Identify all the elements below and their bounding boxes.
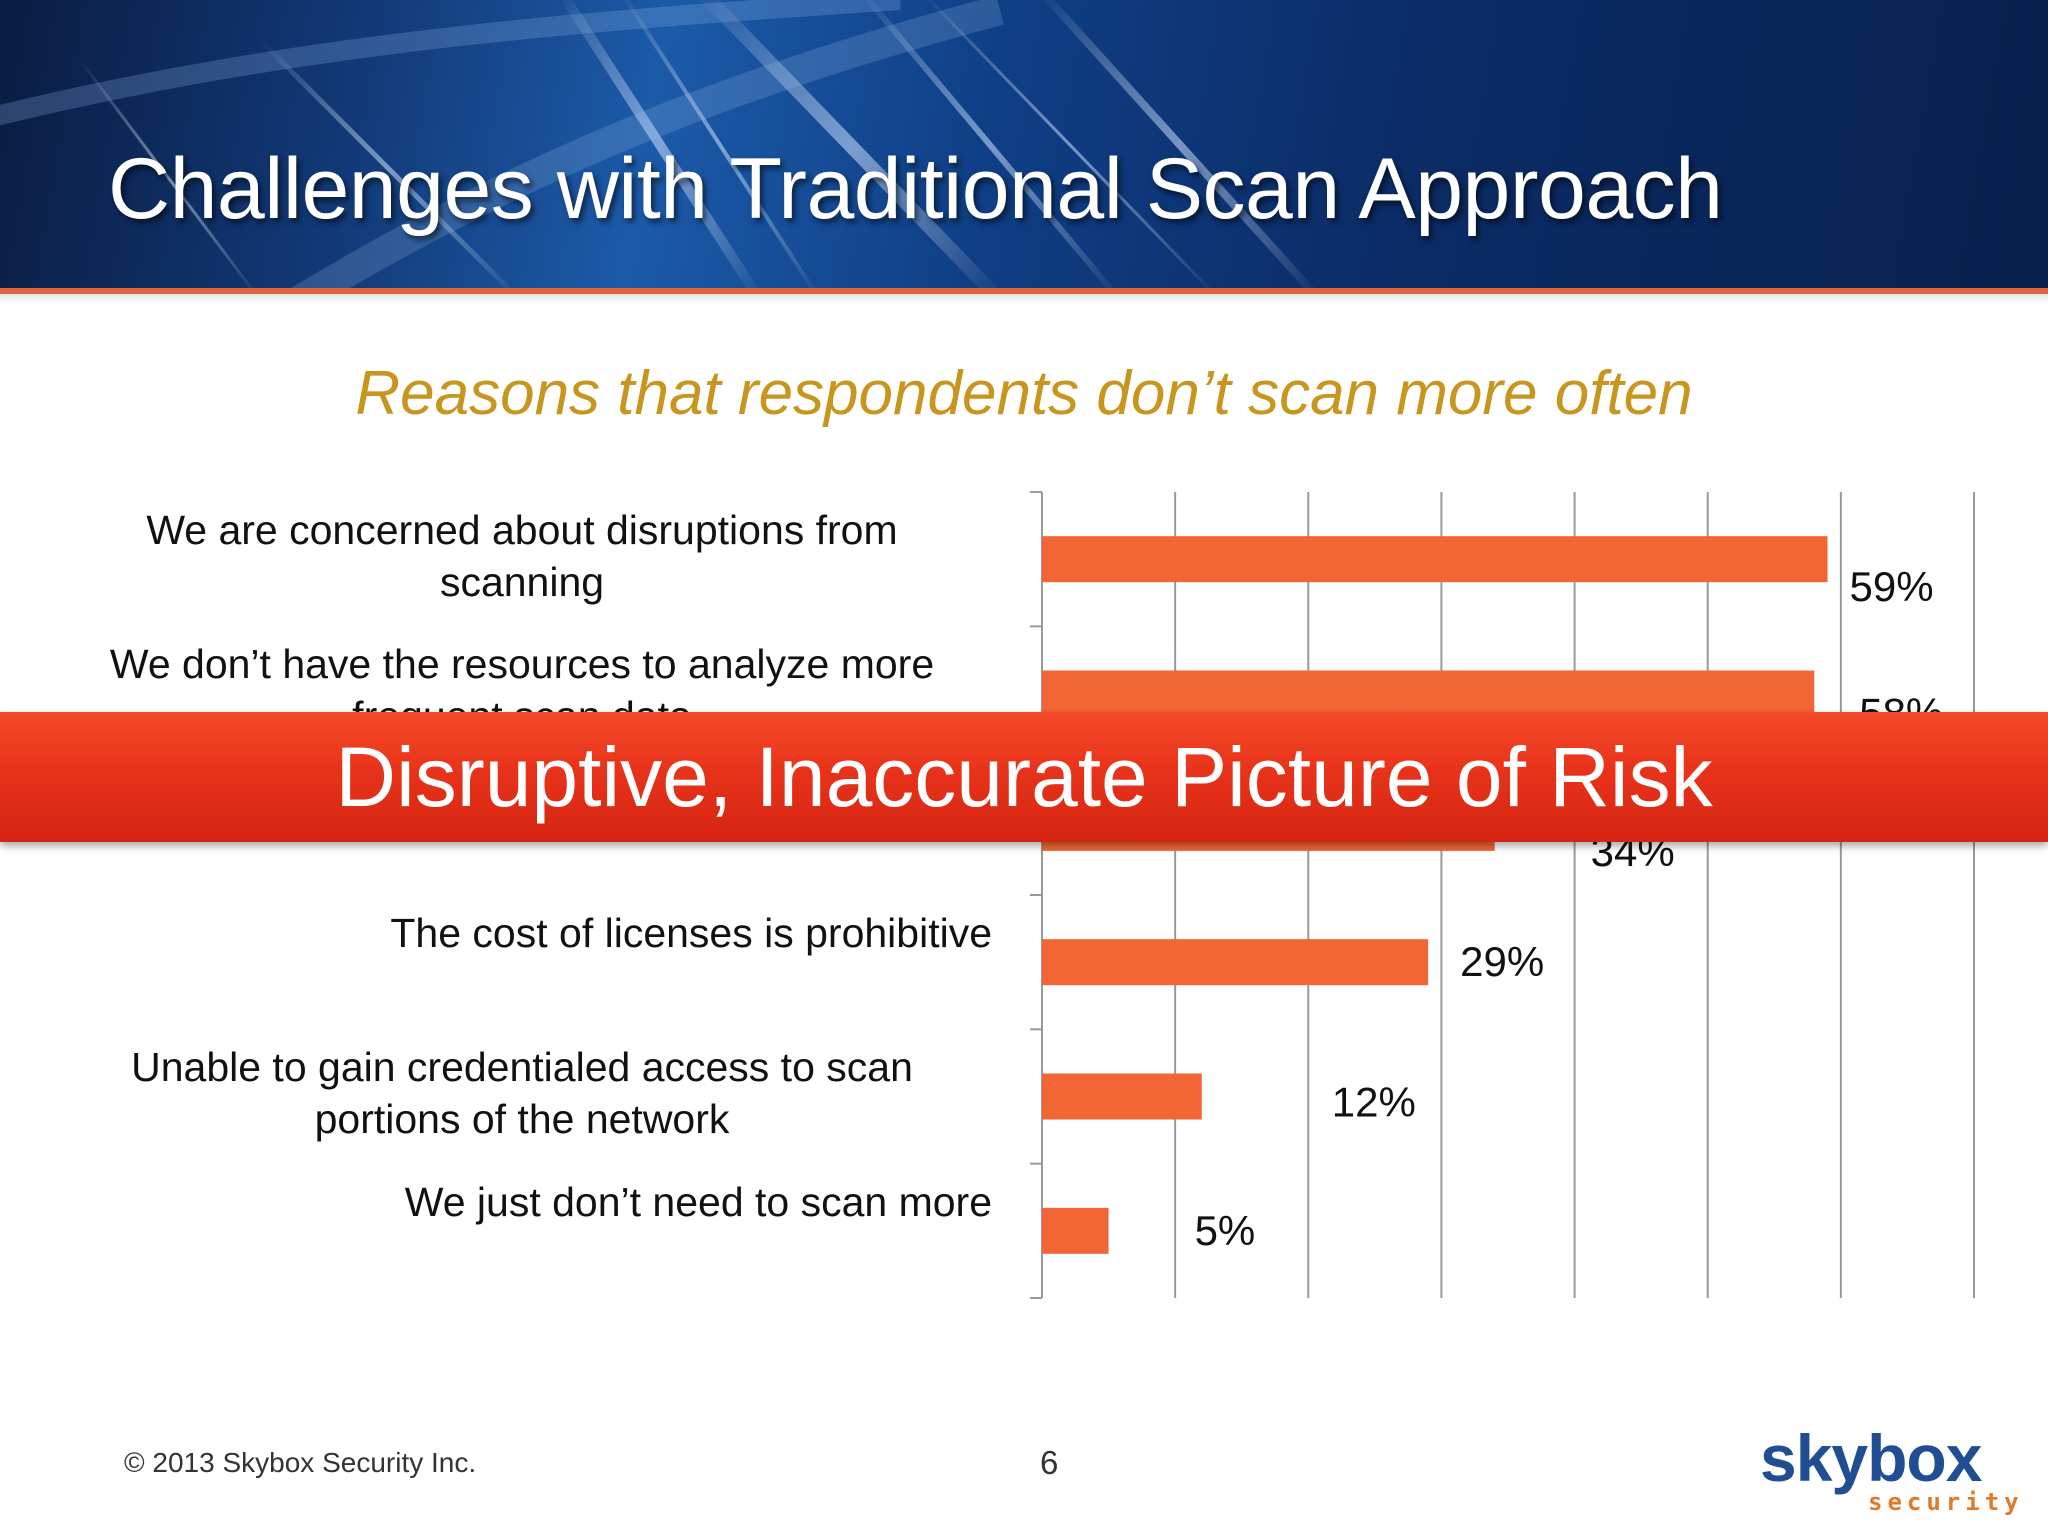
bar <box>1042 670 1815 717</box>
banner-text: Disruptive, Inaccurate Picture of Risk <box>335 730 1713 824</box>
data-label: 5% <box>1195 1207 1256 1254</box>
category-label-line: We don’t have the resources to analyze m… <box>109 641 935 688</box>
header-light-streaks <box>0 0 1315 288</box>
category-axis <box>1030 491 1043 1299</box>
highlight-banner: Disruptive, Inaccurate Picture of Risk <box>0 712 2048 842</box>
category-label-line: We are concerned about disruptions from <box>146 507 898 554</box>
bars <box>1042 536 1828 1254</box>
data-label: 59% <box>1850 563 1934 610</box>
category-label-line: We just don’t need to scan more <box>404 1178 992 1225</box>
data-label: 12% <box>1332 1079 1416 1126</box>
data-labels: 59%58%34%29%12%5% <box>1195 563 1944 1254</box>
header-rule <box>0 288 2048 294</box>
logo-tagline: security <box>1868 1488 2024 1516</box>
category-label-line: scanning <box>439 559 605 606</box>
gridlines <box>1174 492 1975 1298</box>
logo-wordmark: skybox <box>1760 1421 1982 1495</box>
category-label: We just don’t need to scan more <box>52 1176 992 1228</box>
slide-title: Challenges with Traditional Scan Approac… <box>108 141 1723 237</box>
category-label: We are concerned about disruptions from s… <box>52 504 992 608</box>
skybox-logo: skybox security <box>1760 1420 2019 1530</box>
header-banner: Challenges with Traditional Scan Approac… <box>0 0 2048 288</box>
header-shadow <box>0 294 2048 304</box>
category-label: Unable to gain credentialed access to sc… <box>52 1041 992 1145</box>
category-label-line: portions of the network <box>314 1096 730 1143</box>
category-label: The cost of licenses is prohibitive <box>52 907 992 959</box>
data-label: 29% <box>1460 938 1544 985</box>
bar <box>1042 939 1429 986</box>
category-label-line: Unable to gain credentialed access to sc… <box>131 1044 913 1091</box>
page-number: 6 <box>1040 1444 1059 1481</box>
bar <box>1042 536 1828 583</box>
chart-subtitle: Reasons that respondents don’t scan more… <box>355 359 1693 428</box>
category-label-line: The cost of licenses is prohibitive <box>390 910 992 957</box>
bar <box>1042 1207 1109 1254</box>
bar <box>1042 1073 1202 1120</box>
footer-copyright: © 2013 Skybox Security Inc. <box>124 1447 477 1478</box>
